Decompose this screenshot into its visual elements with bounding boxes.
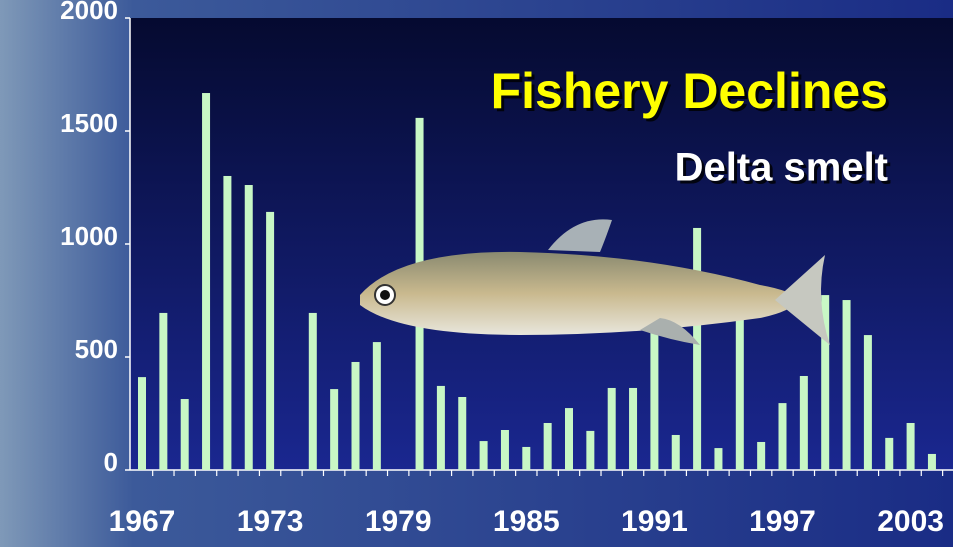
- bar: [458, 397, 466, 470]
- bar: [522, 447, 530, 470]
- bar: [586, 431, 594, 470]
- bar: [437, 386, 445, 470]
- chart-subtitle: Delta smelt: [675, 146, 888, 190]
- bar: [501, 430, 509, 470]
- bar: [779, 403, 787, 470]
- x-tick-label: 2003: [877, 505, 944, 538]
- bar: [181, 399, 189, 470]
- bar: [480, 441, 488, 470]
- chart: Fishery Declines Fishery Declines Delta …: [0, 0, 953, 547]
- x-tick-label: 1979: [365, 505, 432, 538]
- bar: [650, 330, 658, 470]
- bar: [352, 362, 360, 470]
- bar: [736, 320, 744, 470]
- bar: [330, 389, 338, 470]
- bar: [373, 342, 381, 470]
- bar: [800, 376, 808, 470]
- x-tick-label: 1985: [493, 505, 560, 538]
- y-tick-label: 2000: [60, 0, 118, 25]
- chart-title: Fishery Declines: [491, 63, 888, 119]
- bar: [608, 388, 616, 470]
- bar: [309, 313, 317, 470]
- x-tick-label: 1991: [621, 505, 688, 538]
- bar: [672, 435, 680, 470]
- bar: [159, 313, 167, 470]
- bar: [223, 176, 231, 470]
- x-tick-label: 1973: [237, 505, 304, 538]
- bar: [202, 93, 210, 470]
- y-tick-label: 500: [75, 334, 118, 364]
- y-tick-label: 1000: [60, 221, 118, 251]
- bar: [693, 228, 701, 470]
- bar: [757, 442, 765, 470]
- bar: [266, 212, 274, 470]
- bar: [843, 300, 851, 470]
- bar: [864, 335, 872, 470]
- x-tick-label: 1967: [109, 505, 176, 538]
- bar: [629, 388, 637, 470]
- bar: [544, 423, 552, 470]
- y-tick-label: 1500: [60, 108, 118, 138]
- y-tick-label: 0: [104, 447, 118, 477]
- bar: [907, 423, 915, 470]
- bar: [138, 377, 146, 470]
- x-tick-label: 1997: [749, 505, 816, 538]
- bar: [885, 438, 893, 470]
- bar: [245, 185, 253, 470]
- bar: [928, 454, 936, 470]
- bar: [714, 448, 722, 470]
- bar: [565, 408, 573, 470]
